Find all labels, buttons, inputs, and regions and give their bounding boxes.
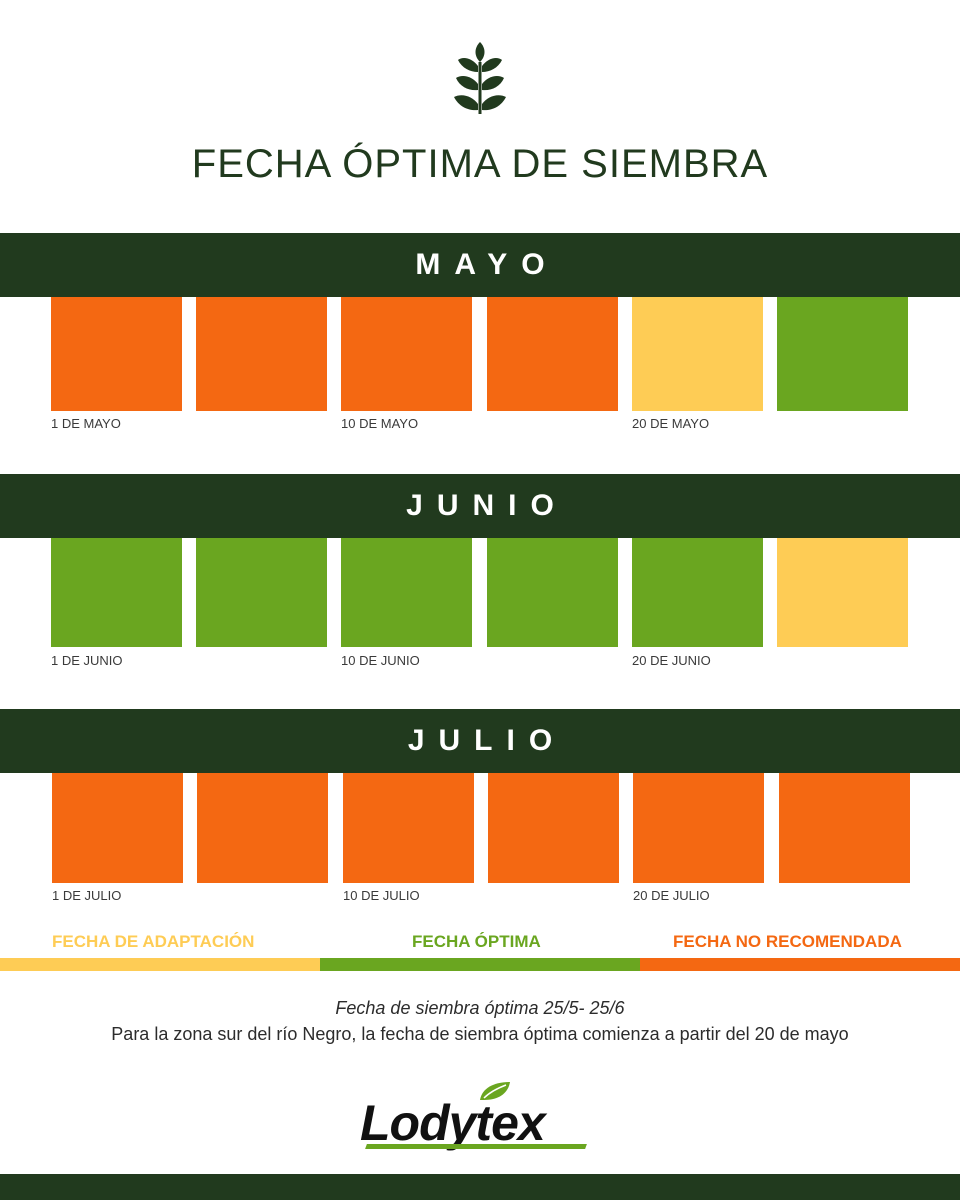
date-cell [343,773,474,883]
brand-logo: Lodytex [360,1080,600,1160]
date-tick-label: 20 DE JULIO [633,888,710,903]
date-cell [777,538,908,647]
legend-no-recomendada-bar [640,958,960,971]
date-tick-label: 10 DE MAYO [341,416,419,431]
date-tick-label: 10 DE JULIO [343,888,420,903]
legend-adaptacion-bar [0,958,320,971]
date-cell [632,297,763,411]
month-header-julio: JULIO [0,709,960,773]
date-cell [52,773,183,883]
legend-optima-label: FECHA ÓPTIMA [412,932,541,951]
date-tick-label: 1 DE JULIO [52,888,122,903]
brand-underline [365,1144,587,1149]
month-row-mayo [0,297,960,417]
legend-adaptacion-label: FECHA DE ADAPTACIÓN [52,932,255,951]
date-cell [341,297,472,411]
legend-optima-bar [320,958,640,971]
date-tick-label: 1 DE JUNIO [51,653,123,668]
footer-bar [0,1174,960,1200]
date-cell [196,538,327,647]
month-header-junio: JUNIO [0,474,960,538]
month-row-julio [0,773,960,893]
leaf-icon [480,1082,510,1100]
month-header-mayo: MAYO [0,233,960,297]
date-cell [632,538,763,647]
date-cell [197,773,328,883]
date-cell [487,538,618,647]
date-cell [779,773,910,883]
brand-name: Lodytex [360,1095,546,1151]
date-tick-label: 20 DE JUNIO [632,653,711,668]
month-row-junio [0,538,960,658]
date-tick-label: 1 DE MAYO [51,416,121,431]
date-cell [196,297,327,411]
wheat-icon [454,42,506,114]
page-title: FECHA ÓPTIMA DE SIEMBRA [191,142,769,186]
date-cell [51,538,182,647]
note-south-zone: Para la zona sur del río Negro, la fecha… [111,1024,849,1044]
note-optimal-range: Fecha de siembra óptima 25/5- 25/6 [335,998,625,1018]
date-tick-label: 10 DE JUNIO [341,653,420,668]
date-tick-label: 20 DE MAYO [632,416,710,431]
legend-no-recomendada-label: FECHA NO RECOMENDADA [673,932,902,951]
date-cell [487,297,618,411]
date-cell [51,297,182,411]
date-cell [341,538,472,647]
date-cell [488,773,619,883]
date-cell [777,297,908,411]
date-cell [633,773,764,883]
